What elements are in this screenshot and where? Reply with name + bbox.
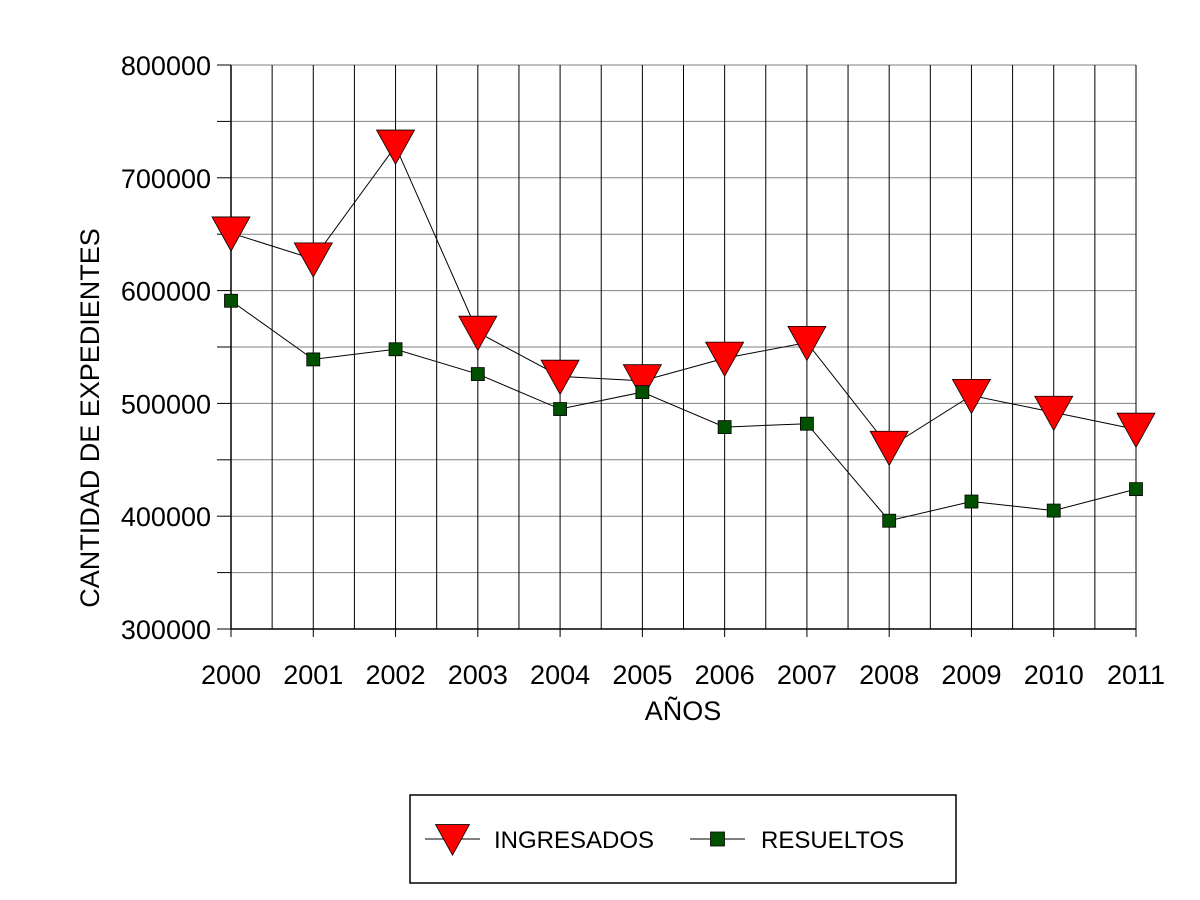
y-axis-title: CANTIDAD DE EXPEDIENTES [75, 228, 105, 608]
legend-marker [710, 831, 725, 847]
series-ingresados [211, 129, 1156, 467]
data-point-ingresados [293, 242, 333, 278]
legend-item-ingresados: INGRESADOS [425, 824, 654, 856]
legend-marker [434, 824, 471, 856]
x-tick-label: 2008 [859, 660, 919, 690]
data-point-ingresados [1034, 395, 1074, 432]
y-tick-label: 500000 [121, 389, 211, 419]
y-axis: 300000 400000 500000 600000 700000 800000 [121, 51, 211, 645]
data-point-resueltos [964, 494, 979, 509]
x-tick-label: 2002 [366, 660, 426, 690]
x-tick-label: 2011 [1107, 660, 1165, 690]
data-point-ingresados [540, 359, 580, 396]
series-line [230, 145, 1137, 449]
data-point-resueltos [1046, 503, 1061, 518]
x-tick-label: 2000 [201, 660, 261, 690]
data-point-ingresados [211, 216, 251, 252]
data-point-resueltos [800, 416, 814, 431]
grid [217, 64, 1137, 637]
data-point-ingresados [1116, 412, 1156, 449]
series-resueltos [224, 293, 1143, 528]
legend-label: RESUELTOS [761, 827, 904, 854]
data-point-ingresados [787, 325, 827, 362]
legend-box [409, 794, 957, 884]
x-tick-label: 2007 [777, 660, 837, 690]
data-point-resueltos [306, 352, 321, 367]
data-point-ingresados [375, 129, 416, 166]
data-point-resueltos [470, 367, 485, 381]
x-tick-label: 2005 [612, 660, 672, 690]
y-tick-label: 400000 [121, 502, 211, 532]
data-point-resueltos [635, 385, 650, 400]
data-point-resueltos [717, 420, 732, 434]
data-point-resueltos [553, 402, 567, 416]
x-tick-label: 2006 [695, 660, 755, 690]
x-tick-label: 2009 [941, 660, 1001, 690]
data-point-resueltos [1129, 482, 1143, 497]
y-tick-label: 700000 [121, 164, 211, 194]
data-point-ingresados [869, 430, 909, 467]
legend-items: INGRESADOS RESUELTOS [425, 824, 904, 856]
data-point-ingresados [622, 364, 663, 400]
y-tick-label: 300000 [121, 615, 211, 645]
legend-item-resueltos: RESUELTOS [690, 827, 904, 854]
legend-label: INGRESADOS [494, 827, 654, 854]
y-tick-label: 600000 [121, 277, 211, 307]
data-point-ingresados [704, 341, 745, 378]
data-point-resueltos [388, 342, 403, 357]
x-tick-label: 2004 [530, 660, 590, 690]
legend: INGRESADOS RESUELTOS [409, 794, 957, 884]
x-tick-label: 2010 [1024, 660, 1084, 690]
x-axis-title: AÑOS [645, 695, 722, 726]
data-point-resueltos [224, 293, 238, 308]
x-axis: 2000 2001 2002 2003 2004 2005 2006 2007 2008 2009… [201, 660, 1165, 690]
x-tick-label: 2001 [283, 660, 343, 690]
series-layer [211, 129, 1156, 528]
series-line [230, 300, 1137, 522]
data-point-ingresados [458, 315, 498, 352]
data-point-resueltos [882, 513, 897, 528]
data-point-ingresados [951, 378, 992, 415]
y-tick-label: 800000 [121, 51, 211, 81]
x-tick-label: 2003 [448, 660, 508, 690]
